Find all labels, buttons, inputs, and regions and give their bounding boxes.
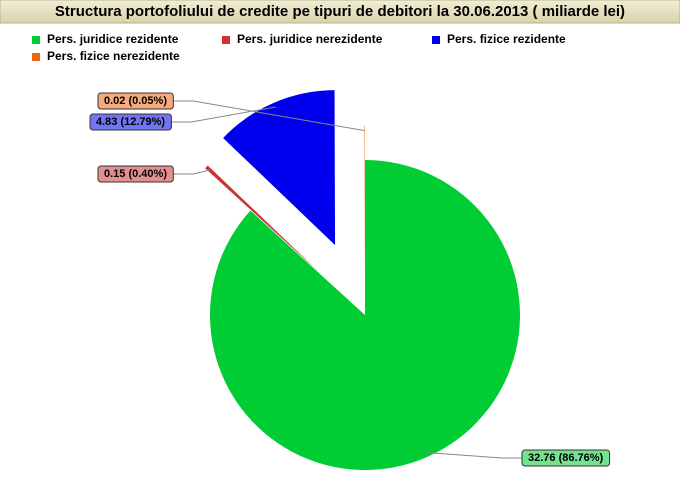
data-label-text: 0.15 (0.40%): [104, 168, 167, 180]
data-label-box: [521, 449, 611, 467]
legend-swatch: [432, 36, 440, 44]
data-label-box: [89, 113, 172, 131]
callout-line: [425, 452, 522, 459]
data-label-text: 4.83 (12.79%): [96, 116, 165, 128]
legend-swatch: [32, 36, 40, 44]
legend-label: Pers. juridice nerezidente: [237, 32, 383, 46]
data-label: 0.02 (0.05%): [97, 92, 174, 110]
legend-label: Pers. juridice rezidente: [47, 32, 179, 46]
pie-slice: [209, 160, 520, 470]
legend-label: Pers. fizice nerezidente: [47, 49, 180, 63]
chart-title: Structura portofoliului de credite pe ti…: [55, 3, 625, 20]
title-bar: [0, 0, 680, 24]
legend-swatch: [32, 53, 40, 61]
legend-swatch: [222, 36, 230, 44]
data-label-text: 32.76 (86.76%): [528, 452, 604, 464]
data-label: 0.15 (0.40%): [97, 165, 174, 183]
pie-slice: [223, 90, 336, 246]
data-label: 4.83 (12.79%): [89, 113, 172, 131]
legend-label: Pers. fizice rezidente: [447, 32, 566, 46]
callout-line: [173, 169, 210, 175]
callout-line: [171, 106, 276, 123]
pie-slice: [205, 165, 320, 273]
pie-slice: [364, 126, 365, 282]
data-label-box: [97, 165, 174, 183]
data-label-box: [97, 92, 174, 110]
data-label: 32.76 (86.76%): [521, 449, 611, 467]
callout-line: [173, 100, 365, 132]
data-label-text: 0.02 (0.05%): [104, 95, 167, 107]
